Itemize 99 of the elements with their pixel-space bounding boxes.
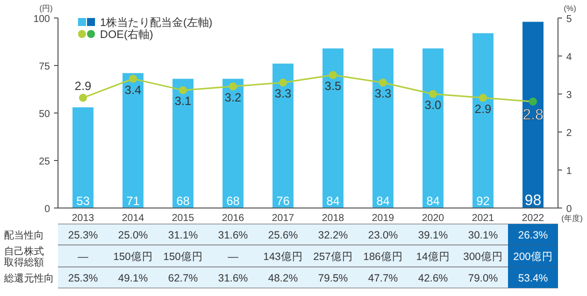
text: — — [228, 251, 239, 263]
text: 25.6% — [268, 230, 298, 242]
data-label: 3.1 — [174, 94, 192, 108]
y2-tick-label: 4 — [566, 52, 572, 63]
text: 自己株式取得総額 — [4, 246, 44, 268]
text: 31.1% — [168, 230, 198, 242]
x-tick-label: 2019 — [372, 213, 395, 224]
x-tick-label: 2022 — [522, 213, 545, 224]
text: 79.5% — [318, 272, 348, 284]
x-tick-label: 2021 — [472, 213, 495, 224]
text: 25.0% — [118, 230, 148, 242]
y2-tick-label: 1 — [566, 166, 572, 177]
data-label: 3.3 — [274, 86, 292, 101]
bar — [222, 78, 244, 208]
text: 48.2% — [268, 272, 298, 284]
point — [229, 82, 237, 90]
text: 79.0% — [468, 272, 498, 284]
data-label: 3.4 — [124, 82, 142, 97]
text: 31.6% — [218, 272, 248, 284]
bar — [472, 33, 494, 208]
text: 31.6% — [218, 230, 248, 242]
text: 配当性向 — [4, 230, 44, 242]
data-label: 84 — [326, 194, 340, 208]
y-tick-label: 25 — [38, 156, 50, 168]
text: 300億円 — [463, 250, 503, 263]
data-label: 71 — [126, 194, 140, 208]
text: — — [78, 251, 89, 263]
text: 25.3% — [68, 272, 98, 284]
text: 26.3% — [518, 230, 548, 242]
text: 25.3% — [68, 230, 98, 242]
bar — [322, 48, 344, 208]
data-label: 84 — [376, 194, 390, 208]
data-label: 92 — [476, 194, 490, 208]
text: 53.4% — [518, 272, 548, 284]
text: 257億円 — [313, 250, 353, 263]
bar — [422, 48, 444, 208]
text: 62.7% — [168, 272, 198, 284]
data-label: 76 — [276, 194, 290, 208]
y-tick-label: 50 — [38, 109, 50, 120]
data-label: 2.8 — [522, 106, 544, 124]
data-label: 84 — [426, 194, 440, 208]
y2-axis-title: (%) — [564, 4, 577, 13]
text: 14億円 — [416, 250, 450, 263]
text: 150億円 — [113, 250, 153, 263]
y-axis-title: (円) — [39, 4, 53, 13]
y-tick-label: 75 — [38, 62, 50, 72]
data-label: 3.0 — [424, 98, 442, 112]
text: 総還元性向 — [3, 272, 54, 284]
data-label: 98 — [524, 192, 542, 209]
point — [479, 94, 487, 102]
bar — [172, 78, 194, 208]
text: 30.1% — [468, 230, 498, 242]
text: 49.1% — [118, 272, 148, 284]
point — [79, 94, 87, 102]
data-label: 68 — [176, 194, 190, 208]
data-label: 3.3 — [374, 86, 392, 101]
data-label: 3.5 — [324, 79, 342, 93]
y2-tick-label: 3 — [566, 90, 572, 101]
text: 23.0% — [368, 230, 398, 242]
bar — [122, 73, 144, 208]
text: 42.6% — [418, 272, 448, 284]
point — [529, 98, 537, 106]
bar — [72, 107, 94, 208]
point — [279, 78, 287, 87]
x-tick-label: 2013 — [72, 213, 95, 224]
x-tick-label: 2015 — [172, 213, 195, 224]
point — [179, 86, 187, 94]
text: 200億円 — [513, 250, 553, 263]
data-label: 68 — [226, 194, 240, 208]
x-tick-label: 2018 — [322, 213, 345, 224]
bar — [372, 48, 394, 208]
y2-tick-label: 0 — [566, 204, 572, 215]
data-label: 3.2 — [224, 90, 242, 104]
y2-tick-label: 5 — [566, 14, 572, 25]
point — [329, 71, 337, 79]
bar — [272, 64, 294, 208]
x-tick-label: 2014 — [122, 213, 145, 224]
bar — [522, 22, 544, 208]
data-label: 53 — [76, 194, 90, 208]
point — [429, 90, 437, 98]
x-tick-label: 2016 — [222, 213, 245, 224]
text: 47.7% — [368, 272, 398, 284]
x-tick-label: 2017 — [272, 213, 295, 224]
y2-tick-label: 2 — [566, 128, 572, 139]
text: 150億円 — [163, 250, 203, 263]
point — [379, 78, 387, 87]
text: 186億円 — [363, 250, 403, 263]
y-tick-label: 100 — [33, 14, 50, 25]
text: 32.2% — [318, 230, 348, 242]
data-label: 2.9 — [474, 102, 492, 116]
point — [129, 74, 137, 83]
text: 143億円 — [263, 250, 303, 263]
y-tick-label: 0 — [44, 204, 50, 215]
text: 39.1% — [418, 230, 448, 242]
x-axis-title: (年度) — [561, 214, 583, 223]
x-tick-label: 2020 — [422, 213, 445, 224]
legend-label: 1株当たり配当金(左軸) — [100, 16, 212, 29]
data-label: 2.9 — [74, 78, 92, 93]
legend-label: DOE(右軸) — [100, 28, 154, 41]
